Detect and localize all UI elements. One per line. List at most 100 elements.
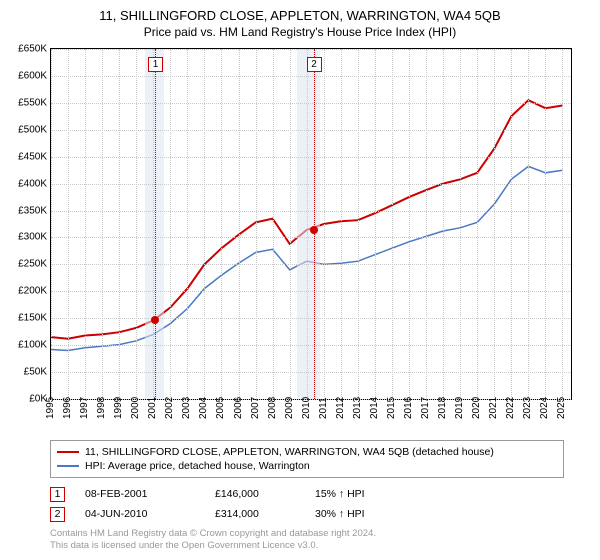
x-axis-label: 2001	[147, 397, 158, 419]
gridline-horizontal	[51, 103, 571, 104]
gridline-vertical	[324, 49, 325, 399]
gridline-vertical	[221, 49, 222, 399]
x-axis-label: 2014	[369, 397, 380, 419]
gridline-horizontal	[51, 345, 571, 346]
x-axis-label: 2015	[386, 397, 397, 419]
transaction-date: 04-JUN-2010	[85, 508, 195, 520]
footer-line-2: This data is licensed under the Open Gov…	[50, 540, 376, 552]
legend-item: HPI: Average price, detached house, Warr…	[57, 459, 557, 473]
gridline-horizontal	[51, 291, 571, 292]
gridline-horizontal	[51, 237, 571, 238]
x-axis-label: 2013	[352, 397, 363, 419]
gridline-vertical	[85, 49, 86, 399]
gridline-horizontal	[51, 130, 571, 131]
y-axis-label: £500K	[18, 124, 47, 135]
x-axis-label: 1998	[96, 397, 107, 419]
x-axis-label: 2004	[198, 397, 209, 419]
x-axis-label: 2019	[454, 397, 465, 419]
gridline-vertical	[187, 49, 188, 399]
gridline-vertical	[545, 49, 546, 399]
transaction-row: 204-JUN-2010£314,00030% ↑ HPI	[50, 504, 415, 524]
gridline-vertical	[119, 49, 120, 399]
y-axis-label: £150K	[18, 313, 47, 324]
x-axis-label: 2018	[437, 397, 448, 419]
gridline-vertical	[341, 49, 342, 399]
x-axis-label: 2008	[267, 397, 278, 419]
marker-point-dot	[151, 316, 159, 324]
gridline-vertical	[409, 49, 410, 399]
chart-title: 11, SHILLINGFORD CLOSE, APPLETON, WARRIN…	[0, 0, 600, 23]
x-axis-label: 1999	[113, 397, 124, 419]
chart-container: 11, SHILLINGFORD CLOSE, APPLETON, WARRIN…	[0, 0, 600, 560]
gridline-vertical	[460, 49, 461, 399]
legend-box: 11, SHILLINGFORD CLOSE, APPLETON, WARRIN…	[50, 440, 564, 478]
y-axis-label: £350K	[18, 205, 47, 216]
legend-swatch	[57, 465, 79, 467]
gridline-vertical	[136, 49, 137, 399]
marker-line	[314, 49, 315, 399]
gridline-horizontal	[51, 49, 571, 50]
gridline-vertical	[358, 49, 359, 399]
gridline-vertical	[494, 49, 495, 399]
x-axis-label: 2005	[215, 397, 226, 419]
marker-point-dot	[310, 226, 318, 234]
gridline-vertical	[426, 49, 427, 399]
x-axis-label: 2023	[522, 397, 533, 419]
x-axis-label: 1996	[62, 397, 73, 419]
gridline-horizontal	[51, 184, 571, 185]
marker-index-box: 1	[148, 57, 163, 72]
gridline-horizontal	[51, 318, 571, 319]
transaction-table: 108-FEB-2001£146,00015% ↑ HPI204-JUN-201…	[50, 484, 415, 524]
x-axis-label: 2016	[403, 397, 414, 419]
gridline-vertical	[170, 49, 171, 399]
transaction-date: 08-FEB-2001	[85, 488, 195, 500]
gridline-horizontal	[51, 372, 571, 373]
y-axis-label: £100K	[18, 340, 47, 351]
x-axis-label: 2012	[335, 397, 346, 419]
x-axis-label: 2017	[420, 397, 431, 419]
transaction-index-box: 2	[50, 507, 65, 522]
x-axis-label: 1995	[45, 397, 56, 419]
gridline-vertical	[511, 49, 512, 399]
x-axis-label: 2009	[284, 397, 295, 419]
x-axis-label: 2007	[250, 397, 261, 419]
transaction-pct: 30% ↑ HPI	[315, 508, 415, 520]
transaction-index-box: 1	[50, 487, 65, 502]
gridline-vertical	[204, 49, 205, 399]
gridline-vertical	[51, 49, 52, 399]
legend-swatch	[57, 451, 79, 453]
x-axis-label: 2011	[318, 397, 329, 419]
gridline-vertical	[273, 49, 274, 399]
gridline-vertical	[375, 49, 376, 399]
gridline-vertical	[290, 49, 291, 399]
gridline-vertical	[307, 49, 308, 399]
gridline-horizontal	[51, 76, 571, 77]
y-axis-label: £400K	[18, 178, 47, 189]
footer-attribution: Contains HM Land Registry data © Crown c…	[50, 528, 376, 553]
x-axis-label: 2025	[556, 397, 567, 419]
gridline-vertical	[477, 49, 478, 399]
x-axis-label: 2003	[181, 397, 192, 419]
transaction-price: £146,000	[215, 488, 295, 500]
marker-line	[155, 49, 156, 399]
chart-plot-area: £0K£50K£100K£150K£200K£250K£300K£350K£40…	[50, 48, 572, 400]
gridline-vertical	[443, 49, 444, 399]
y-axis-label: £650K	[18, 44, 47, 55]
gridline-vertical	[239, 49, 240, 399]
x-axis-label: 1997	[79, 397, 90, 419]
legend-label: HPI: Average price, detached house, Warr…	[85, 460, 310, 472]
legend-label: 11, SHILLINGFORD CLOSE, APPLETON, WARRIN…	[85, 446, 494, 458]
x-axis-label: 2022	[505, 397, 516, 419]
y-axis-label: £600K	[18, 70, 47, 81]
gridline-vertical	[102, 49, 103, 399]
y-axis-label: £550K	[18, 97, 47, 108]
gridline-vertical	[392, 49, 393, 399]
marker-index-box: 2	[307, 57, 322, 72]
transaction-row: 108-FEB-2001£146,00015% ↑ HPI	[50, 484, 415, 504]
x-axis-label: 2002	[164, 397, 175, 419]
x-axis-label: 2020	[471, 397, 482, 419]
gridline-vertical	[528, 49, 529, 399]
legend-item: 11, SHILLINGFORD CLOSE, APPLETON, WARRIN…	[57, 445, 557, 459]
gridline-vertical	[562, 49, 563, 399]
gridline-horizontal	[51, 157, 571, 158]
